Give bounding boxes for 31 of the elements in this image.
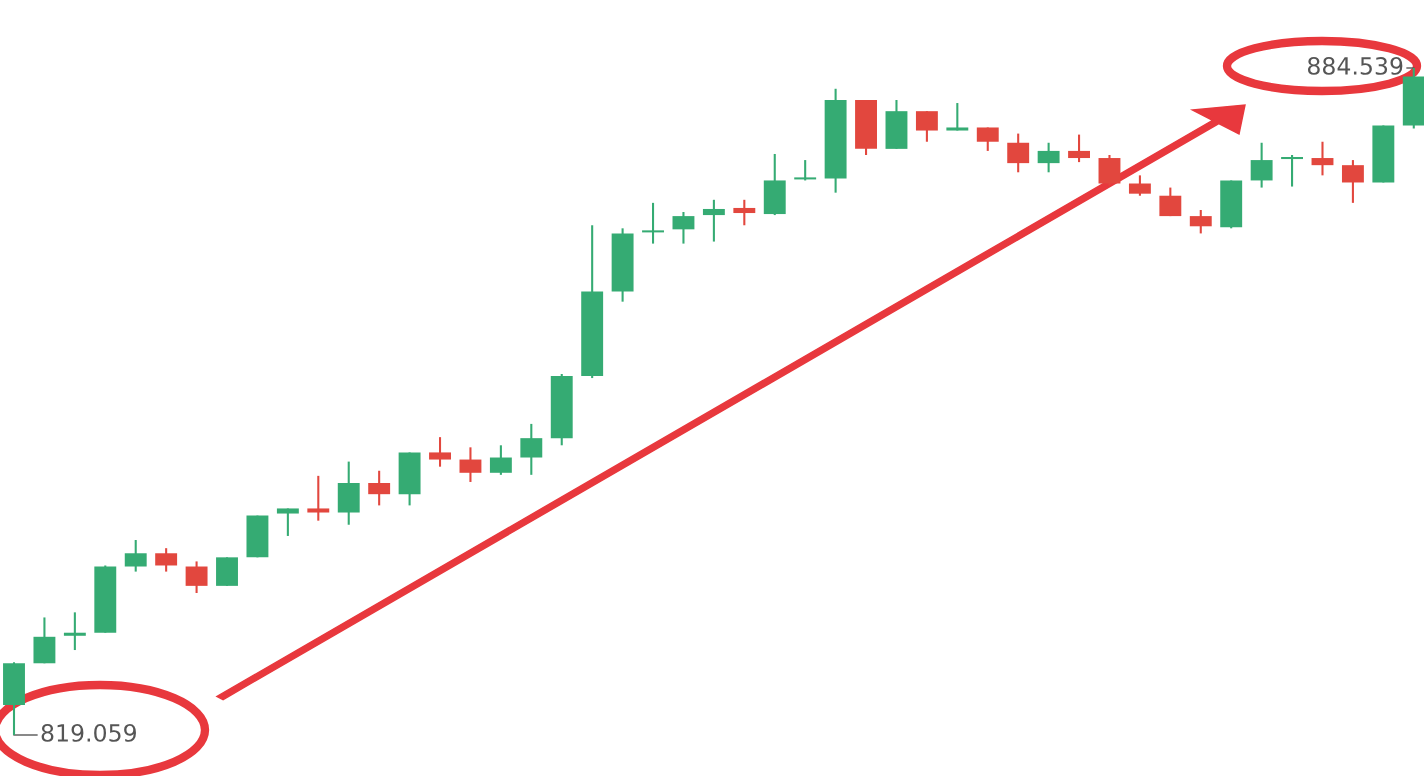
candlestick [976,126,999,152]
candlestick [124,538,147,573]
candlestick [489,444,512,476]
candlestick [155,547,178,573]
candlestick [459,446,482,483]
candlestick [1037,141,1060,174]
candlestick [1068,133,1090,164]
candlestick [794,159,817,182]
candlestick [1128,174,1151,197]
candlestick [368,469,391,507]
candlestick [307,474,330,522]
annotation: 819.059 [41,723,136,742]
candlestick [1311,140,1334,177]
candlestick [520,422,543,476]
candlestick [702,198,725,243]
candlestick [429,436,451,468]
candlestick [1007,132,1030,174]
candlestick [946,101,969,132]
candlestick [1189,208,1212,235]
annotation: 884.539 [1307,56,1403,75]
candlestick [1281,153,1304,188]
candlestick [642,201,664,245]
candlestick [1159,186,1182,218]
candlestick [672,210,695,245]
candlestick [733,198,756,227]
candlestick [185,560,208,595]
candlestick [63,611,86,652]
candlestick [915,110,938,143]
candlestick [276,507,299,537]
candlestick [1250,141,1273,189]
candlestick [1341,159,1364,204]
